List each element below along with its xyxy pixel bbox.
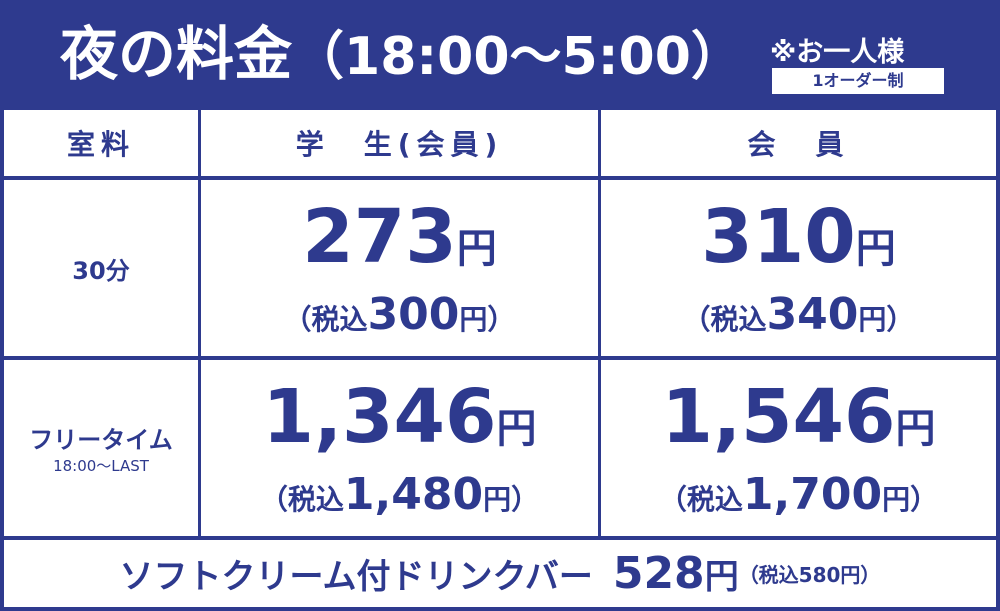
tax-open: （税込 bbox=[682, 302, 767, 336]
price: 273円 bbox=[302, 197, 496, 289]
tax-price: （税込300円） bbox=[284, 289, 516, 340]
price-unit: 円 bbox=[496, 405, 537, 452]
price-amount: 310 bbox=[701, 193, 856, 280]
tax-close: 円） bbox=[882, 482, 939, 516]
tax-close: 円） bbox=[858, 302, 915, 336]
footer-amount: 528 bbox=[612, 548, 705, 599]
footer-unit: 円 bbox=[704, 557, 739, 597]
footer-label: ソフトクリーム付ドリンクバー bbox=[119, 557, 593, 597]
price-cell: 1,546円 （税込1,700円） bbox=[601, 360, 996, 536]
hours: （18:00～5:00） bbox=[292, 27, 743, 87]
price: 1,546円 bbox=[661, 377, 935, 469]
price-cell: 1,346円 （税込1,480円） bbox=[201, 360, 598, 536]
badge: 1オーダー制 bbox=[772, 68, 944, 94]
tax-amount: 1,480 bbox=[343, 468, 484, 520]
tax-price: （税込340円） bbox=[683, 289, 915, 340]
row-label-cell: フリータイム 18:00～LAST bbox=[4, 360, 198, 536]
price-unit: 円 bbox=[855, 225, 896, 272]
header-cell: 会 員 bbox=[601, 110, 996, 176]
tax-amount: 340 bbox=[766, 288, 859, 340]
price-amount: 1,546 bbox=[661, 373, 896, 460]
header-cell: 学 生(会員) bbox=[201, 110, 598, 176]
row-sublabel: 18:00～LAST bbox=[53, 457, 149, 475]
tax-open: （税込 bbox=[259, 482, 344, 516]
tax-open: （税込 bbox=[658, 482, 743, 516]
footer-tax: （税込580円） bbox=[738, 563, 881, 587]
row-label: 30分 bbox=[72, 256, 130, 285]
note: ※お一人様 bbox=[770, 37, 905, 68]
tax-price: （税込1,700円） bbox=[659, 469, 938, 520]
column-header: 会 員 bbox=[747, 128, 850, 161]
price-amount: 273 bbox=[302, 193, 457, 280]
tax-close: 円） bbox=[483, 482, 540, 516]
tax-open: （税込 bbox=[283, 302, 368, 336]
price-unit: 円 bbox=[456, 225, 497, 272]
tax-price: （税込1,480円） bbox=[260, 469, 539, 520]
title: 夜の料金（18:00～5:00） bbox=[60, 14, 743, 97]
row-label: フリータイム bbox=[29, 426, 173, 454]
price-unit: 円 bbox=[895, 405, 936, 452]
price-cell: 310円 （税込340円） bbox=[601, 180, 996, 356]
title-text: 夜の料金 bbox=[60, 20, 293, 88]
price: 1,346円 bbox=[262, 377, 536, 469]
footer: ソフトクリーム付ドリンクバー 528 円（税込580円） bbox=[4, 540, 996, 607]
price-amount: 1,346 bbox=[262, 373, 497, 460]
column-header: 室料 bbox=[66, 128, 135, 161]
row-label-cell: 30分 bbox=[4, 180, 198, 356]
tax-close: 円） bbox=[459, 302, 516, 336]
header-cell: 室料 bbox=[4, 110, 198, 176]
price-cell: 273円 （税込300円） bbox=[201, 180, 598, 356]
tax-amount: 300 bbox=[367, 288, 460, 340]
price: 310円 bbox=[701, 197, 895, 289]
column-header: 学 生(会員) bbox=[295, 128, 504, 161]
tax-amount: 1,700 bbox=[742, 468, 883, 520]
